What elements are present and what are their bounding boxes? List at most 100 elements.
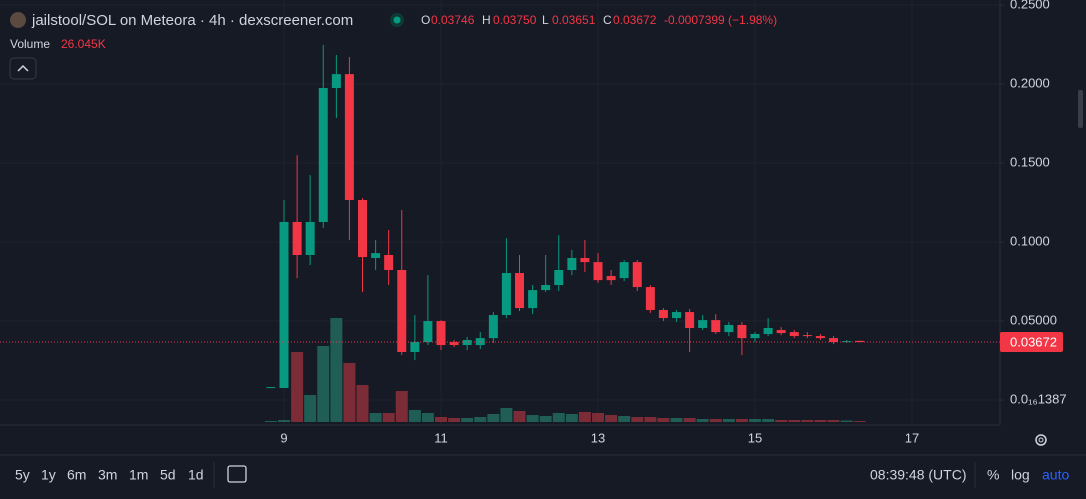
volume-bar xyxy=(722,419,735,422)
volume-bar xyxy=(487,414,500,422)
candle-body xyxy=(855,340,865,343)
candle-body xyxy=(593,262,603,281)
auto-toggle[interactable]: auto xyxy=(1042,467,1069,483)
candle-body xyxy=(737,324,747,339)
range-button[interactable]: 6m xyxy=(67,467,86,483)
clock: 08:39:48 (UTC) xyxy=(870,467,966,483)
volume-bar xyxy=(291,352,304,422)
volume-bar xyxy=(513,411,526,422)
candle-body xyxy=(632,262,642,288)
range-button[interactable]: 5y xyxy=(15,467,30,483)
candle-body xyxy=(515,273,525,309)
volume-bar xyxy=(421,413,434,422)
volume-bar xyxy=(735,419,748,422)
volume-bar xyxy=(500,408,513,422)
y-tick-label: 0.1000 xyxy=(1010,233,1050,248)
collapse-icon xyxy=(17,64,29,72)
candle-body xyxy=(371,253,381,259)
candle-body xyxy=(802,335,812,337)
volume-bar xyxy=(749,419,762,422)
ohlc-key: C xyxy=(603,13,612,27)
ohlc-key: H xyxy=(482,13,491,27)
candle-body xyxy=(606,276,616,281)
candle-body xyxy=(724,324,734,333)
volume-bar xyxy=(356,385,369,422)
token-avatar xyxy=(10,12,26,28)
candle-body xyxy=(672,312,682,319)
collapse-button[interactable] xyxy=(9,57,37,80)
x-tick-label: 13 xyxy=(591,430,605,445)
y-tick-label: 0.05000 xyxy=(1010,312,1057,327)
settings-icon[interactable] xyxy=(1035,434,1047,446)
volume-bar xyxy=(683,418,696,422)
candle-body xyxy=(541,285,551,291)
volume-bar xyxy=(801,420,814,422)
candle-body xyxy=(789,332,799,337)
candle-body xyxy=(698,320,708,328)
range-button[interactable]: 1d xyxy=(188,467,204,483)
y-tick-label: 0.1500 xyxy=(1010,154,1050,169)
volume-bar xyxy=(565,414,578,422)
candle-body xyxy=(292,221,302,255)
candle-body xyxy=(279,221,289,389)
x-tick-label: 15 xyxy=(748,430,762,445)
range-button[interactable]: 1y xyxy=(41,467,56,483)
range-button[interactable]: 3m xyxy=(98,467,117,483)
volume-bar xyxy=(618,416,631,422)
volume-bar xyxy=(696,419,709,422)
volume-bar xyxy=(814,420,827,422)
candle-body xyxy=(266,387,276,389)
date-range-icon[interactable] xyxy=(227,465,247,483)
scrollbar[interactable] xyxy=(1078,90,1083,128)
candle-body xyxy=(462,340,472,346)
volume-bar xyxy=(448,418,461,422)
candle-body xyxy=(645,287,655,310)
range-button[interactable]: 5d xyxy=(160,467,176,483)
percent-toggle[interactable]: % xyxy=(987,467,999,483)
log-toggle[interactable]: log xyxy=(1011,467,1030,483)
volume-bar xyxy=(330,318,343,422)
candle-body xyxy=(619,262,629,279)
candle-body xyxy=(305,221,315,255)
candle-body xyxy=(318,88,328,222)
volume-bar xyxy=(304,395,317,422)
candle-body xyxy=(423,321,433,343)
x-tick-label: 9 xyxy=(280,430,287,445)
volume-bar xyxy=(552,413,565,422)
candle-body xyxy=(815,336,825,339)
last-price-label: 0.03672 xyxy=(1010,334,1057,349)
ohlc-value: 0.03651 xyxy=(552,13,596,27)
candle-body xyxy=(554,270,564,286)
candle-body xyxy=(501,273,511,316)
volume-bar xyxy=(788,420,801,422)
candle-body xyxy=(449,342,459,346)
candle-body xyxy=(410,342,420,353)
ohlc-value: 0.03746 xyxy=(431,13,475,27)
volume-bar xyxy=(853,420,866,422)
candle-body xyxy=(829,338,839,343)
volume-bar xyxy=(840,420,853,422)
volume-bar xyxy=(775,420,788,422)
volume-bar xyxy=(592,413,605,422)
y-tick-label: 0.2500 xyxy=(1010,0,1050,11)
candle-body xyxy=(384,255,394,271)
candle-body xyxy=(658,309,668,319)
ohlc-value: 0.03750 xyxy=(493,13,537,27)
candle-layer xyxy=(266,45,865,389)
volume-bar xyxy=(670,418,683,422)
volume-bar xyxy=(709,419,722,422)
candle-body xyxy=(397,270,407,353)
x-tick-label: 11 xyxy=(434,430,448,445)
candle-body xyxy=(344,74,354,201)
volume-bar xyxy=(435,417,448,422)
volume-bar xyxy=(657,418,670,422)
range-button[interactable]: 1m xyxy=(129,467,148,483)
ohlc-key: L xyxy=(542,13,549,27)
volume-bar xyxy=(827,420,840,422)
volume-bar xyxy=(264,421,277,422)
volume-bar xyxy=(644,417,657,422)
volume-legend-name: Volume xyxy=(10,37,50,51)
candle-body xyxy=(567,258,577,271)
